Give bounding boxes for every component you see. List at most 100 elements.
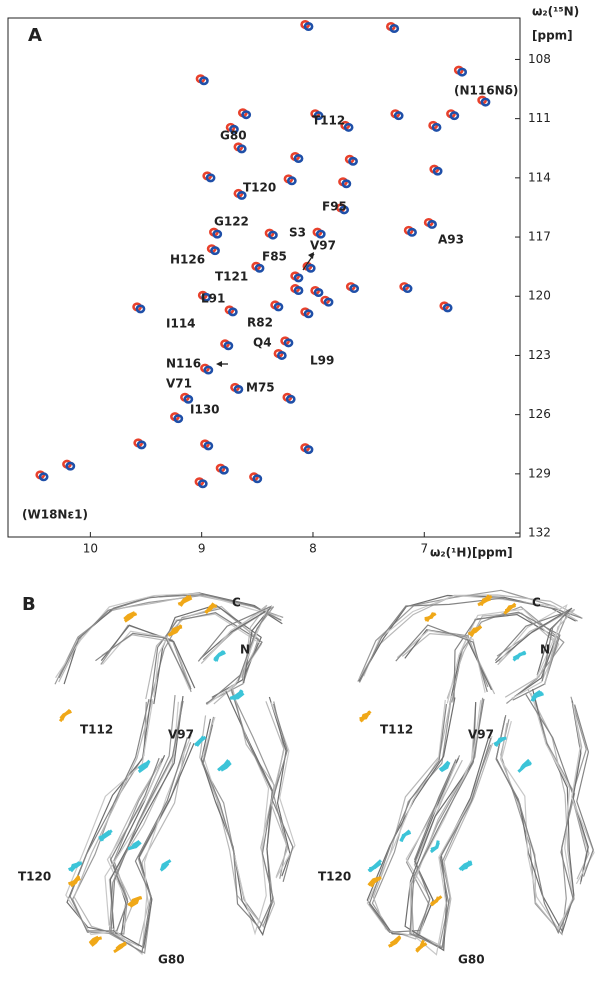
backbone [197,605,273,682]
residue-highlight [229,692,245,700]
structure-label: T120 [18,870,51,884]
structure-label: N [240,643,250,657]
residue-highlight [415,942,428,952]
backbone [202,686,270,936]
backbone [100,624,196,689]
peak-label: Q4 [253,336,272,350]
backbone [358,597,583,683]
residue-highlight [139,759,151,771]
residue-highlight [179,596,193,607]
structure-image [54,592,296,956]
x-axis-label: ω₂(¹H)[ppm] [430,546,513,560]
backbone [366,699,457,938]
y-tick-label: 120 [528,289,551,303]
residue-highlight [477,594,491,607]
peak [201,292,212,302]
peak [303,21,314,31]
backbone [363,594,577,677]
residue-highlight [512,651,527,662]
residue-highlight [359,710,372,723]
peak [205,173,216,183]
residue-highlight [69,861,81,873]
backbone [95,632,192,690]
peak-label: A93 [438,233,464,247]
backbone [497,608,576,685]
peak [293,273,304,283]
peak [323,297,334,307]
backbone [271,703,294,882]
structure-label: G80 [458,953,485,967]
plot-frame [7,17,521,538]
peak [305,263,316,273]
backbone [202,689,274,930]
peak-label: H126 [170,253,205,267]
residue-highlight [368,861,381,873]
peak-label: L91 [201,292,225,306]
backbone [265,701,289,878]
backbone [571,700,589,882]
residue-highlight [124,611,136,623]
backbone [366,697,460,937]
peak-label: I130 [190,403,220,417]
y-tick-label: 114 [528,170,551,184]
peak [349,284,360,294]
peak [393,111,404,121]
peak [233,384,244,394]
backbone [200,604,268,684]
peak [442,303,453,313]
backbone [268,696,291,877]
peak [252,474,263,484]
backbone [498,603,568,678]
peak [173,414,184,424]
peak [407,227,417,237]
backbone [494,610,568,682]
residue-highlight [429,896,440,907]
residue-highlight [494,736,507,747]
panel-label: A [28,25,42,46]
peak [313,287,324,297]
backbone [201,691,275,928]
panel-label: B [22,594,36,615]
structure-label: G80 [158,953,185,967]
peak-label: I114 [166,317,196,331]
structure-label: N [540,643,550,657]
peak-label: F85 [262,250,287,264]
peak [431,122,442,132]
peak [135,304,146,314]
peak [313,111,324,121]
structure-label: V97 [168,728,194,742]
peak [303,445,314,455]
structure-label: T120 [318,870,351,884]
peak [339,205,350,215]
peak [303,309,314,319]
x-tick-label: 10 [83,542,98,556]
residue-highlight [205,603,216,614]
peak [236,144,247,154]
peak [286,176,297,186]
peak-label: G80 [220,129,247,143]
peak [229,124,239,134]
residue-highlight [367,876,381,887]
residue-highlight [520,762,532,770]
peak [273,302,284,312]
backbone [69,699,160,932]
x-tick-label: 7 [420,542,428,556]
structure-label: C [532,596,541,610]
peak [341,179,352,189]
backbone [500,689,575,930]
peak [212,229,223,239]
backbone [145,605,261,705]
backbone [401,633,496,695]
backbone [66,699,166,936]
residue-highlight [58,711,70,723]
peak [210,246,220,256]
structure-label: T112 [380,723,413,737]
backbone [495,607,573,676]
peak-label: R82 [247,316,273,330]
peak-label: G122 [214,215,249,229]
residue-highlight [128,841,142,850]
peak [343,122,354,132]
peak [402,284,413,294]
peak [427,219,437,229]
